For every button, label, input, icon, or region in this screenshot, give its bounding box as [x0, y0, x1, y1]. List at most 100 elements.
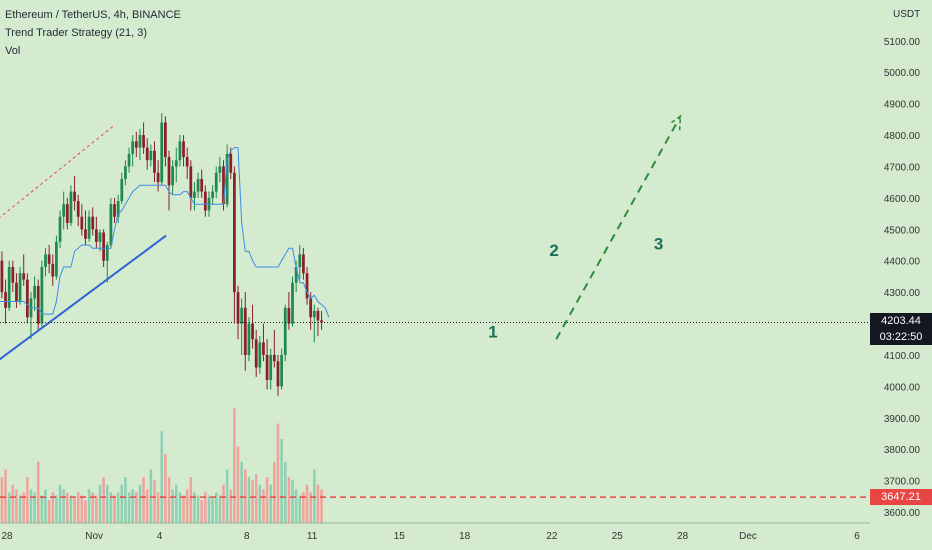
candle[interactable]: [236, 285, 240, 340]
candle[interactable]: [214, 166, 218, 198]
price-tick-label: 4000.00: [884, 382, 921, 393]
candle[interactable]: [36, 279, 40, 330]
candle[interactable]: [7, 260, 11, 311]
candle[interactable]: [73, 175, 76, 211]
candle[interactable]: [33, 276, 36, 311]
candle[interactable]: [84, 210, 87, 246]
candle[interactable]: [80, 204, 84, 236]
candle[interactable]: [15, 273, 18, 308]
candle[interactable]: [312, 304, 316, 343]
candle[interactable]: [142, 122, 145, 154]
candle[interactable]: [134, 131, 138, 158]
candle[interactable]: [98, 229, 102, 252]
candle[interactable]: [153, 141, 156, 183]
candle[interactable]: [283, 304, 287, 362]
candle[interactable]: [189, 160, 193, 211]
candle[interactable]: [160, 113, 164, 186]
candle[interactable]: [182, 135, 185, 167]
indicator-legend[interactable]: Trend Trader Strategy (21, 3): [5, 27, 148, 39]
candle[interactable]: [131, 135, 135, 167]
candle[interactable]: [109, 197, 113, 249]
candle[interactable]: [163, 116, 167, 167]
candle[interactable]: [258, 336, 262, 374]
candle[interactable]: [47, 245, 51, 274]
candle[interactable]: [240, 298, 244, 355]
candle[interactable]: [40, 260, 44, 327]
candle[interactable]: [145, 138, 149, 170]
candle[interactable]: [193, 182, 196, 211]
volume-legend[interactable]: Vol: [5, 45, 21, 57]
candle[interactable]: [149, 144, 153, 167]
candle[interactable]: [233, 166, 236, 324]
candle[interactable]: [265, 339, 269, 390]
candle[interactable]: [185, 147, 189, 180]
support-trendline[interactable]: [0, 234, 167, 387]
symbol-title[interactable]: Ethereum / TetherUS, 4h, BINANCE: [5, 9, 181, 21]
candle[interactable]: [243, 292, 247, 371]
candle[interactable]: [69, 185, 73, 227]
candle[interactable]: [320, 310, 323, 330]
candle[interactable]: [269, 348, 273, 390]
candle[interactable]: [11, 260, 15, 293]
candle[interactable]: [178, 135, 182, 167]
candle[interactable]: [0, 251, 4, 299]
candle[interactable]: [225, 144, 229, 208]
plot-area[interactable]: [0, 0, 870, 523]
candle[interactable]: [316, 307, 320, 337]
candle[interactable]: [58, 210, 62, 249]
candle[interactable]: [167, 150, 171, 211]
candle[interactable]: [174, 147, 178, 183]
candle[interactable]: [94, 216, 98, 249]
price-axis[interactable]: 3600.00 3700.00 3800.00 3900.00 4000.00 4100.…: [870, 0, 932, 550]
volume-bar: [62, 489, 65, 523]
projection-arrow[interactable]: [555, 114, 682, 340]
candle[interactable]: [196, 172, 200, 198]
candle[interactable]: [302, 248, 305, 280]
price-axis-bg[interactable]: [870, 0, 932, 550]
candle[interactable]: [305, 266, 309, 305]
candle[interactable]: [218, 157, 222, 183]
candle[interactable]: [291, 276, 294, 327]
candle[interactable]: [124, 160, 127, 186]
candle[interactable]: [65, 197, 69, 230]
candle[interactable]: [51, 254, 55, 286]
time-axis[interactable]: 28 Nov 4 8 11 15 18 22 25 28 Dec 6: [0, 522, 870, 542]
candle[interactable]: [62, 191, 66, 230]
candle[interactable]: [25, 273, 29, 324]
candle[interactable]: [251, 304, 254, 349]
candlestick-series[interactable]: [0, 113, 323, 418]
candle[interactable]: [91, 207, 95, 236]
candle[interactable]: [127, 147, 131, 173]
candle[interactable]: [298, 245, 302, 280]
reference-dashed-line[interactable]: [0, 125, 115, 245]
wave-label: 3: [654, 235, 663, 254]
candle[interactable]: [156, 160, 160, 192]
candle[interactable]: [22, 254, 26, 286]
candle[interactable]: [276, 354, 280, 396]
candle[interactable]: [211, 185, 214, 205]
candle[interactable]: [44, 248, 47, 277]
candle[interactable]: [247, 317, 251, 362]
candle[interactable]: [262, 323, 265, 362]
candle[interactable]: [254, 329, 258, 377]
candle[interactable]: [229, 147, 233, 180]
volume-bar: [200, 500, 203, 523]
candle[interactable]: [87, 210, 91, 242]
candle[interactable]: [203, 185, 207, 217]
candle[interactable]: [200, 169, 204, 198]
candle[interactable]: [116, 194, 120, 224]
candle[interactable]: [120, 172, 124, 205]
candle[interactable]: [272, 329, 276, 368]
candle[interactable]: [113, 197, 116, 224]
volume-bar: [145, 489, 149, 523]
candle[interactable]: [18, 266, 22, 305]
candle[interactable]: [287, 292, 291, 330]
candle[interactable]: [55, 235, 58, 280]
candle[interactable]: [138, 128, 142, 161]
volume-bar: [211, 498, 214, 523]
candle[interactable]: [171, 160, 175, 195]
candle[interactable]: [76, 194, 80, 227]
candle[interactable]: [280, 348, 283, 390]
